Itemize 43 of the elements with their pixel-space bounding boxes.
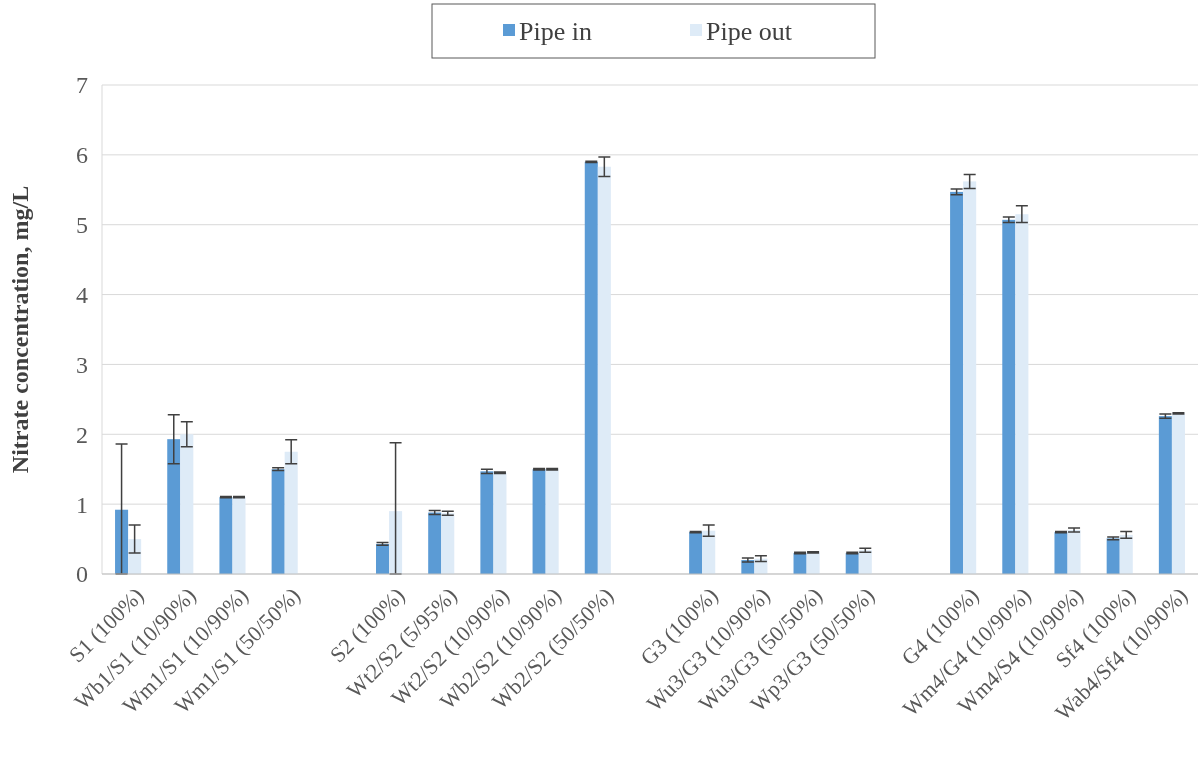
bar [271, 469, 285, 574]
bar [219, 497, 233, 574]
y-tick-label: 6 [76, 142, 88, 169]
bar [858, 550, 872, 574]
y-tick-label: 3 [76, 351, 88, 378]
y-tick-label: 7 [76, 72, 88, 99]
bar [493, 472, 507, 574]
bar [963, 181, 977, 574]
y-axis-title: Nitrate concentration, mg/L [7, 185, 33, 474]
bar [1067, 529, 1081, 574]
bar [1015, 214, 1029, 574]
legend-label: Pipe out [706, 17, 793, 47]
bar [1054, 532, 1068, 574]
bar [389, 511, 403, 574]
bar [702, 530, 716, 574]
bar [584, 161, 598, 574]
bar [284, 451, 298, 574]
bar [597, 166, 611, 574]
bar [793, 553, 807, 574]
bar [167, 439, 181, 574]
bar [1002, 219, 1016, 574]
y-tick-label: 1 [76, 491, 88, 518]
bar [115, 509, 129, 574]
bar [232, 497, 246, 574]
bar [480, 471, 494, 574]
y-tick-label: 0 [76, 561, 88, 588]
y-tick-label: 4 [76, 281, 88, 308]
bar [180, 434, 194, 574]
bar [428, 512, 442, 574]
bar [845, 553, 859, 574]
bar [441, 513, 455, 574]
bar [376, 543, 390, 574]
y-tick-label: 2 [76, 421, 88, 448]
bar [1171, 413, 1185, 574]
bar [950, 191, 964, 574]
y-tick-label: 5 [76, 212, 88, 239]
bar [545, 469, 559, 574]
bar [532, 469, 546, 574]
bar [1106, 538, 1120, 574]
legend-label: Pipe in [519, 17, 592, 47]
bar [1119, 534, 1133, 574]
bar [689, 532, 703, 574]
bar [1158, 416, 1172, 574]
